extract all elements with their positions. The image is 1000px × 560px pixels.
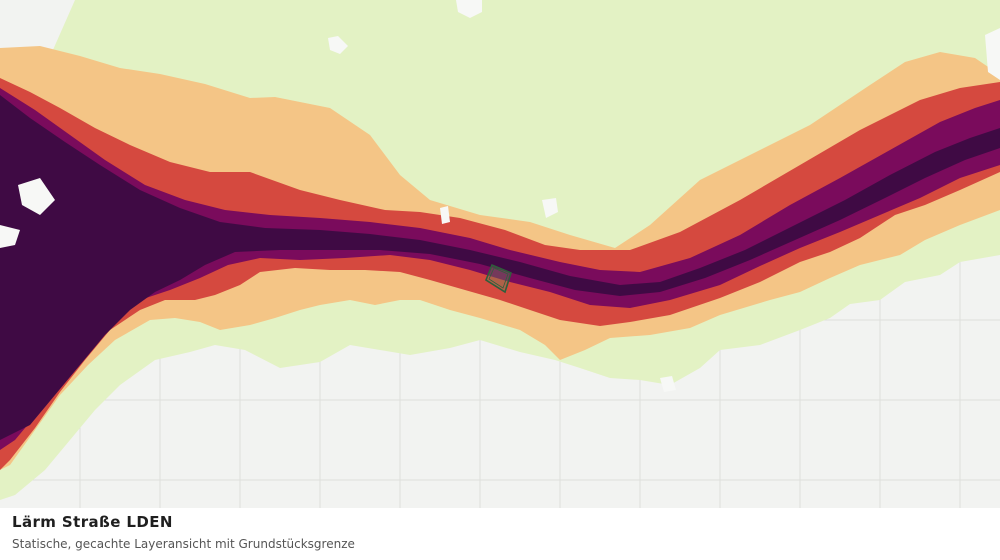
map-caption: Lärm Straße LDEN Statische, gecachte Lay… <box>0 508 1000 560</box>
noise-map-canvas <box>0 0 1000 508</box>
layer-subtitle: Statische, gecachte Layeransicht mit Gru… <box>12 537 355 551</box>
layer-title: Lärm Straße LDEN <box>12 513 173 531</box>
parcel-boundary[interactable] <box>485 263 512 294</box>
noise-band-5[interactable] <box>0 95 1000 440</box>
noise-map[interactable] <box>0 0 1000 508</box>
unmapped-patches <box>0 0 1000 392</box>
